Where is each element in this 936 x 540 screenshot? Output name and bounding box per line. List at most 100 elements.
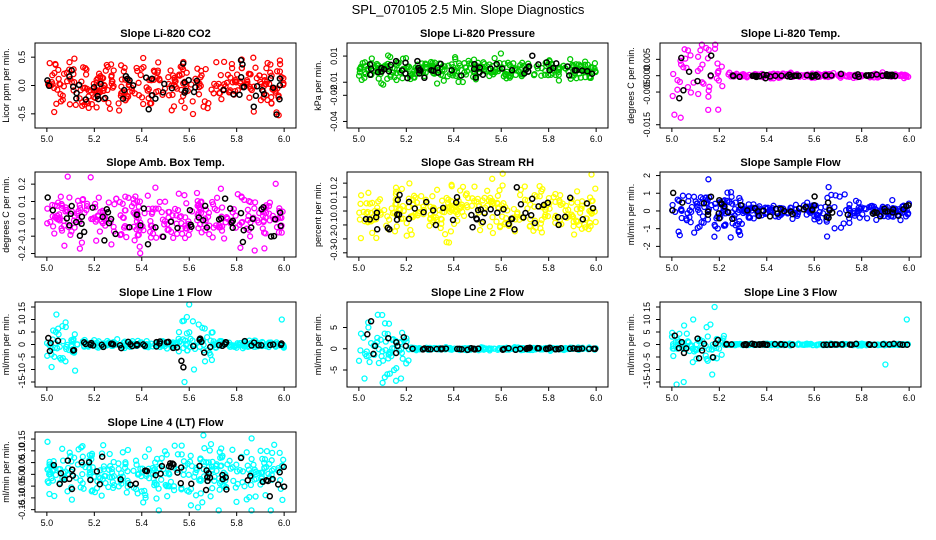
reference-point xyxy=(152,95,159,102)
data-point xyxy=(59,445,66,452)
data-point xyxy=(105,483,112,491)
reference-point xyxy=(142,74,150,81)
y-tick-label: 0.0 xyxy=(17,213,27,226)
data-point xyxy=(222,471,229,478)
data-point xyxy=(484,202,491,209)
data-point xyxy=(462,64,469,71)
data-point xyxy=(170,486,178,494)
data-point xyxy=(706,83,713,90)
data-point xyxy=(847,211,854,219)
y-axis-label: degrees C per min. xyxy=(626,47,636,124)
data-point xyxy=(405,357,412,364)
data-point xyxy=(714,60,721,67)
reference-point xyxy=(187,221,194,228)
reference-point xyxy=(161,80,168,88)
data-point xyxy=(448,181,455,188)
data-point xyxy=(213,194,221,201)
data-point xyxy=(489,214,496,221)
data-point xyxy=(573,188,581,195)
reference-point xyxy=(512,346,519,354)
data-point xyxy=(155,205,162,212)
reference-point xyxy=(839,341,846,348)
data-point xyxy=(817,340,824,348)
reference-point xyxy=(420,208,427,216)
reference-point xyxy=(784,72,791,80)
reference-point xyxy=(203,224,211,231)
data-point xyxy=(99,220,107,227)
y-tick-label: 10 xyxy=(17,314,27,324)
x-tick-label: 5.6 xyxy=(183,393,196,403)
reference-point xyxy=(404,74,411,82)
data-point xyxy=(120,214,127,222)
data-point xyxy=(154,67,162,74)
reference-point xyxy=(117,476,124,483)
data-point xyxy=(209,234,216,241)
y-tick-label: 0.0 xyxy=(329,205,339,218)
data-point xyxy=(359,59,366,67)
reference-point xyxy=(589,204,597,212)
reference-point xyxy=(520,214,527,221)
data-point xyxy=(181,104,188,111)
x-tick-label: 6.0 xyxy=(278,263,291,273)
data-point xyxy=(180,317,188,324)
data-point xyxy=(170,103,178,110)
reference-point xyxy=(68,466,76,473)
x-tick-label: 5.8 xyxy=(542,263,555,273)
data-point xyxy=(62,343,70,350)
data-point xyxy=(142,491,149,499)
reference-point xyxy=(487,65,494,72)
reference-point xyxy=(129,342,136,350)
data-point xyxy=(208,356,216,364)
data-point xyxy=(489,229,497,237)
reference-point xyxy=(249,215,257,223)
data-point xyxy=(165,469,172,477)
data-point xyxy=(196,204,203,211)
y-tick-label: 0 xyxy=(642,342,652,347)
data-point xyxy=(58,227,66,234)
data-point xyxy=(670,70,677,78)
data-point xyxy=(841,191,848,198)
x-tick-label: 5.0 xyxy=(41,518,54,528)
reference-point xyxy=(101,94,109,102)
data-point xyxy=(541,71,549,78)
data-point xyxy=(562,207,569,214)
data-point xyxy=(152,205,159,212)
reference-point xyxy=(237,454,245,462)
data-point xyxy=(226,457,233,464)
reference-point xyxy=(473,216,481,223)
data-point xyxy=(173,212,180,219)
data-point xyxy=(181,192,188,199)
data-point xyxy=(239,345,247,352)
x-tick-label: 5.2 xyxy=(88,263,101,273)
data-point xyxy=(276,61,284,68)
reference-point xyxy=(259,478,267,486)
data-point xyxy=(357,347,364,354)
reference-point xyxy=(704,211,712,218)
data-point xyxy=(537,225,544,232)
data-point xyxy=(54,86,61,93)
data-point xyxy=(71,454,78,461)
y-tick-label: -0.1 xyxy=(17,228,27,244)
data-point xyxy=(433,186,441,193)
reference-point xyxy=(276,75,284,82)
data-point xyxy=(704,333,711,340)
reference-point xyxy=(264,477,272,485)
data-point xyxy=(106,463,114,470)
reference-point xyxy=(202,486,210,494)
reference-point xyxy=(44,194,51,201)
reference-point xyxy=(156,340,163,347)
data-point xyxy=(113,195,120,202)
data-point xyxy=(823,233,831,240)
data-point xyxy=(115,100,122,107)
data-point xyxy=(129,88,136,95)
data-point xyxy=(448,206,455,214)
data-point xyxy=(234,480,241,488)
data-point xyxy=(280,81,287,88)
reference-point xyxy=(737,201,745,209)
reference-point xyxy=(555,221,562,229)
data-point xyxy=(840,220,847,227)
reference-point xyxy=(273,111,280,118)
data-point xyxy=(802,341,809,348)
x-tick-label: 6.0 xyxy=(903,263,916,273)
reference-point xyxy=(694,77,701,85)
